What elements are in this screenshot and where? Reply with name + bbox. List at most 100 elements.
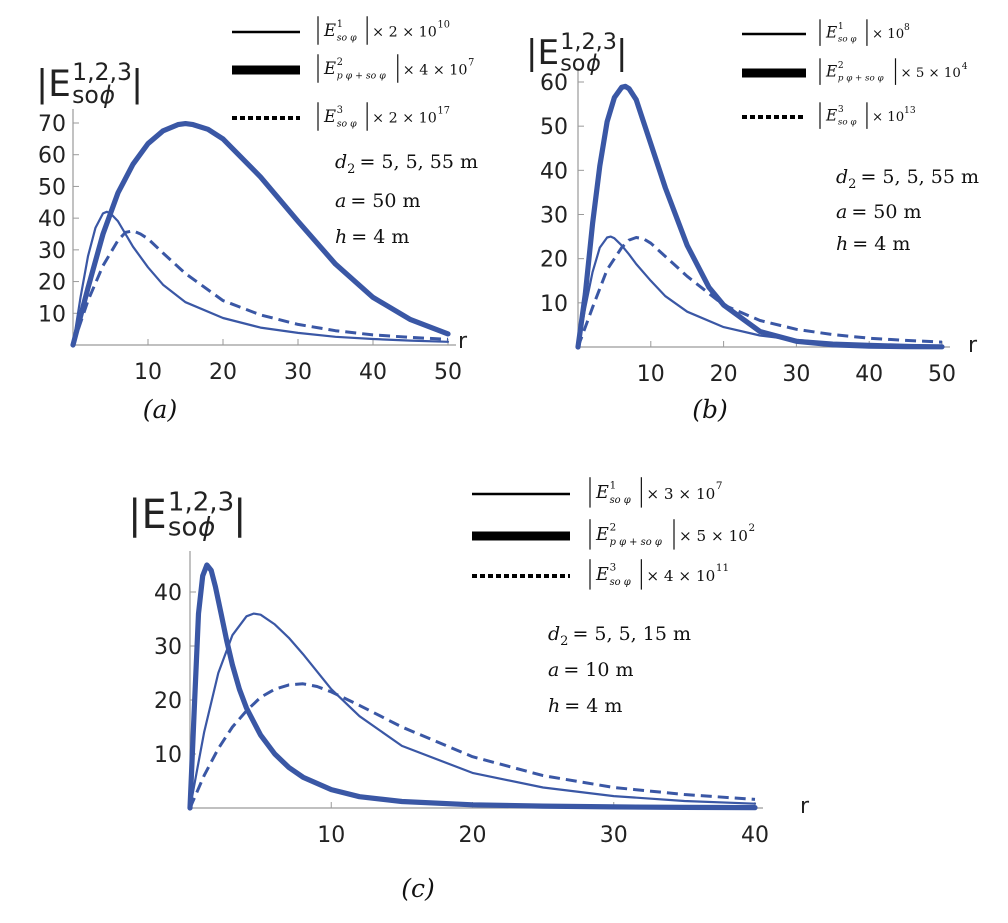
legend-exponent: 17 <box>438 106 450 117</box>
legend: E 1so φ × 2 × 10 10E 2p φ + so φ × 4 × 10 7E 3s… <box>232 16 474 131</box>
legend-sup: 3 <box>838 105 844 115</box>
param-symbol: h <box>335 226 347 248</box>
param-subscript: 2 <box>347 162 355 177</box>
y-tick-label: 30 <box>38 239 66 264</box>
param-line: d2 = 5, 5, 55 m <box>836 166 979 192</box>
x-tick-label: 50 <box>928 362 956 387</box>
x-tick-label: 20 <box>209 360 237 385</box>
y-label-phi: ϕ <box>99 81 115 109</box>
y-tick-label: 10 <box>154 743 182 768</box>
y-label-close: | <box>131 63 143 105</box>
legend: E 1so φ × 3 × 10 7E 2p φ + so φ × 5 × 10 2E 3so… <box>472 477 756 590</box>
param-value: = 50 m <box>350 190 420 212</box>
param-symbol: d <box>836 166 848 188</box>
y-tick-label: 60 <box>540 71 568 96</box>
param-symbol: a <box>335 190 346 212</box>
param-value: = 10 m <box>563 659 633 681</box>
panel-caption: (a) <box>143 395 177 424</box>
legend-multiplier: × 4 × 10 <box>403 63 468 79</box>
y-label-sup: 1,2,3 <box>72 58 132 86</box>
legend-multiplier: × 4 × 10 <box>646 567 715 585</box>
legend-exponent: 13 <box>904 106 916 116</box>
x-tick-label: 10 <box>317 823 345 848</box>
legend-sub: so φ <box>610 495 631 506</box>
legend-sub: p φ + so φ <box>838 74 885 84</box>
series-line-dashed <box>71 229 449 346</box>
x-tick-label: 50 <box>434 360 462 385</box>
y-tick-label: 20 <box>154 689 182 714</box>
y-label-close: | <box>233 492 246 538</box>
param-value: = 4 m <box>351 226 409 248</box>
series-line-dashed <box>576 236 943 348</box>
series-line-dashed <box>188 682 756 809</box>
legend-exponent: 7 <box>716 480 723 492</box>
param-value: = 50 m <box>851 201 921 223</box>
y-label-sub: so <box>560 50 585 76</box>
param-line: a = 10 m <box>548 659 634 681</box>
legend-exponent: 4 <box>962 62 968 72</box>
y-tick-label: 40 <box>154 581 182 606</box>
x-tick-label: 30 <box>782 362 810 387</box>
x-axis-label: r <box>800 794 810 819</box>
legend-exponent: 2 <box>749 522 756 534</box>
param-line: h = 4 m <box>836 233 910 255</box>
legend-multiplier: × 5 × 10 <box>901 66 961 81</box>
legend-E: E <box>323 59 336 78</box>
parameter-annotations: d2 = 5, 5, 55 ma = 50 mh = 4 m <box>836 166 979 255</box>
y-tick-label: 30 <box>540 204 568 229</box>
series-line-thin <box>188 612 757 810</box>
legend-E: E <box>825 24 837 42</box>
y-tick-label: 10 <box>38 302 66 327</box>
param-value: = 5, 5, 15 m <box>572 623 691 645</box>
legend-multiplier: × 10 <box>872 27 904 42</box>
y-tick-label: 20 <box>540 248 568 273</box>
legend-sub: so φ <box>337 32 357 43</box>
legend-multiplier: × 10 <box>872 110 904 125</box>
x-tick-label: 40 <box>741 823 769 848</box>
legend-sup: 1 <box>337 19 343 30</box>
legend: E 1so φ × 10 8E 2p φ + so φ × 5 × 10 4E 3so φ × … <box>742 19 968 129</box>
panel-caption: (b) <box>692 395 728 424</box>
x-tick-label: 30 <box>284 360 312 385</box>
legend-E: E <box>595 483 609 503</box>
y-label-base: |E <box>36 63 71 105</box>
series-line-thick <box>70 121 451 348</box>
legend-exponent: 11 <box>716 562 729 574</box>
series-line-thin <box>71 210 450 347</box>
param-value: = 4 m <box>564 695 622 717</box>
legend-sup: 1 <box>610 479 617 491</box>
y-tick-label: 20 <box>38 271 66 296</box>
legend-sub: so φ <box>610 577 631 588</box>
legend-E: E <box>595 565 609 585</box>
legend-multiplier: × 2 × 10 <box>372 111 437 127</box>
legend-multiplier: × 3 × 10 <box>646 485 715 503</box>
series-line-thick <box>187 562 758 811</box>
param-subscript: 2 <box>560 634 568 649</box>
parameter-annotations: d2 = 5, 5, 55 ma = 50 mh = 4 m <box>335 151 478 248</box>
param-line: d2 = 5, 5, 15 m <box>548 623 691 649</box>
x-tick-label: 10 <box>134 360 162 385</box>
y-tick-label: 40 <box>38 207 66 232</box>
param-line: a = 50 m <box>335 190 421 212</box>
param-line: h = 4 m <box>335 226 409 248</box>
legend-sup: 3 <box>610 561 617 573</box>
x-tick-label: 30 <box>600 823 628 848</box>
param-value: = 4 m <box>852 233 910 255</box>
legend-sub: so φ <box>337 118 357 129</box>
legend-sup: 2 <box>838 61 844 71</box>
param-symbol: h <box>836 233 848 255</box>
legend-sup: 3 <box>337 105 343 116</box>
x-axis-label: r <box>458 329 468 354</box>
y-label-sub: so <box>168 513 198 543</box>
x-tick-label: 20 <box>710 362 738 387</box>
y-label-phi: ϕ <box>586 50 601 76</box>
legend-multiplier: × 5 × 10 <box>679 527 748 545</box>
y-label-close: | <box>616 33 628 73</box>
legend-sub: so φ <box>838 118 857 128</box>
legend-E: E <box>825 63 837 81</box>
